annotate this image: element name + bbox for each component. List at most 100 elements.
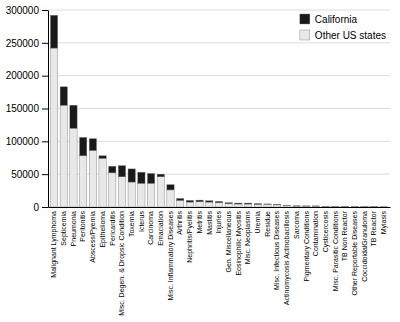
bar: [351, 206, 358, 207]
bar-series: [50, 48, 387, 207]
tick-label: 100000: [6, 136, 40, 147]
tick: 150000: [6, 103, 48, 114]
bar: [70, 105, 77, 128]
tick-label: Misc. Parasitic Conditions: [332, 211, 339, 292]
tick: 50000: [11, 169, 48, 180]
tick-label: Misc. Degen. & Dropsic Condition: [118, 211, 126, 316]
tick-label: Nephritis/Pyelitis: [186, 211, 194, 263]
tick: Cysticercosis: [322, 211, 330, 253]
tick-label: Injuries: [215, 211, 223, 234]
bar: [177, 198, 184, 200]
tick: Sarcoma: [293, 211, 300, 239]
bar: [361, 206, 368, 207]
bar: [196, 200, 203, 202]
tick: Myiasis: [380, 211, 388, 235]
tick-label: 0: [33, 202, 39, 213]
grid-line: [48, 10, 390, 11]
bar: [128, 169, 135, 182]
tick: Toxemia: [128, 211, 135, 237]
bar: [274, 204, 281, 206]
tick: Septicemia: [60, 211, 68, 246]
bar: [341, 206, 348, 207]
tick-mark: [42, 174, 48, 175]
tick-label: Metritis: [196, 211, 203, 234]
bar: [109, 173, 116, 207]
chart: 050000100000150000200000250000300000Mali…: [0, 0, 400, 322]
bar: [332, 206, 339, 207]
tick: Pneumonia: [70, 211, 77, 247]
tick-label: Gen. Miscellaneous: [225, 211, 232, 273]
bar: [177, 200, 184, 207]
bar: [303, 205, 310, 206]
bar: [206, 201, 213, 202]
grid-line: [48, 141, 390, 142]
tick-label: Misc. Inflammatory Diseases: [167, 211, 175, 301]
bar: [264, 203, 271, 204]
tick-label: Icterus: [138, 211, 145, 233]
tick: Eosinophilic Myositis: [235, 211, 243, 276]
tick-label: Misc. Neoplasms: [244, 211, 252, 265]
tick: 200000: [6, 70, 48, 81]
bar: [167, 185, 174, 190]
tick: Arthritis: [176, 211, 183, 235]
bar: [99, 156, 106, 159]
tick: Abscess/Pyemia: [89, 211, 97, 263]
tick: Pericarditis: [109, 211, 116, 246]
bar: [371, 206, 378, 207]
tick-label: Peritonitis: [79, 211, 86, 242]
tick-label: Toxemia: [128, 211, 135, 237]
tick-label: Pneumonia: [70, 211, 77, 247]
legend-label: California: [315, 14, 358, 25]
tick-mark: [42, 141, 48, 142]
tick: Metritis: [196, 211, 203, 234]
tick: 300000: [6, 5, 48, 16]
tick: Actinomycosis Actinobacillosis: [283, 211, 291, 306]
legend-swatch: [300, 14, 310, 24]
bar: [70, 128, 77, 207]
bar: [225, 202, 232, 204]
bar: [147, 174, 154, 184]
bar: [147, 183, 154, 207]
tick-label: Uremia: [254, 211, 261, 234]
tick-mark: [42, 76, 48, 77]
bar: [118, 177, 125, 207]
bar: [283, 206, 290, 207]
tick-label: Misc. Infectious Diseases: [273, 211, 280, 290]
bar: [322, 206, 329, 207]
tick: Mastitis: [206, 211, 213, 235]
bar: [157, 174, 164, 177]
y-axis: 0 50000 100000 150000 200000 250000 300000: [6, 5, 49, 213]
bar: [50, 48, 57, 207]
tick: Gen. Miscellaneous: [225, 211, 232, 273]
bar: [264, 204, 271, 207]
tick-mark: [42, 207, 48, 208]
bar: [118, 166, 125, 177]
tick: 250000: [6, 38, 48, 49]
tick: 100000: [6, 136, 48, 147]
tick-label: 200000: [6, 70, 40, 81]
tick: Uremia: [254, 211, 261, 234]
grid-line: [48, 75, 390, 76]
tick: Contamination: [312, 211, 319, 256]
bar: [361, 206, 368, 207]
bar: [312, 205, 319, 206]
bar: [225, 204, 232, 207]
bar: [244, 204, 251, 207]
tick: CoccidoidalGranuloma: [361, 211, 368, 282]
bar: [312, 206, 319, 207]
bar: [138, 172, 145, 183]
tick-mark: [42, 109, 48, 110]
tick: Other Reportable Diseases: [351, 211, 359, 296]
grid: [48, 10, 390, 207]
bar: [293, 206, 300, 207]
tick: Residue: [264, 211, 271, 237]
legend-item: Other US states: [300, 30, 386, 41]
tick-label: Mastitis: [206, 211, 213, 235]
bar: [186, 200, 193, 202]
tick: TB Non Reactor: [341, 210, 348, 261]
tick-label: TB Non Reactor: [341, 210, 348, 261]
tick: Pigmentary Conditions: [303, 211, 311, 282]
bar: [215, 201, 222, 202]
bar: [293, 205, 300, 206]
bar: [215, 203, 222, 207]
